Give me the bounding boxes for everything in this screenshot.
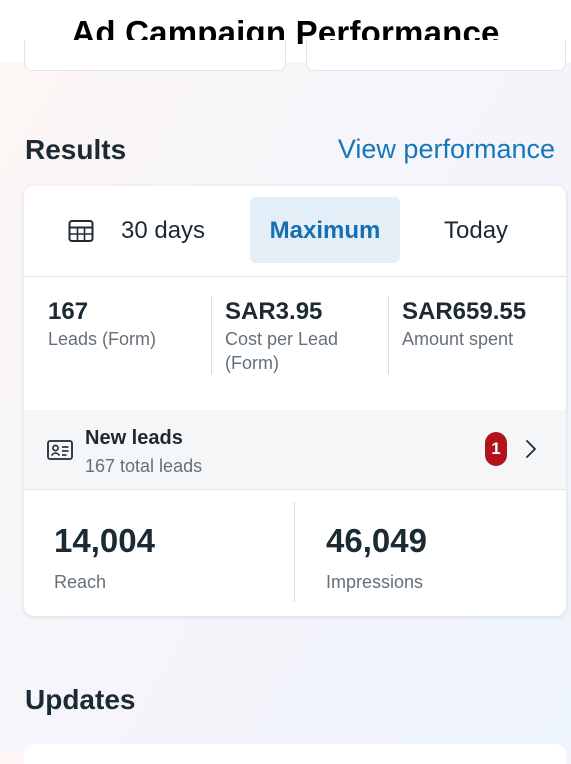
updates-heading: Updates (25, 684, 136, 715)
cost-per-lead-label: Cost per Lead (Form) (225, 329, 339, 373)
reach-value: 14,004 (54, 522, 155, 559)
tab-today[interactable]: Today (444, 217, 509, 244)
metric-divider (388, 296, 389, 374)
amount-spent-label: Amount spent (402, 329, 514, 349)
amount-spent-value: SAR659.55 (402, 298, 527, 325)
tab-30-days[interactable]: 30 days (121, 217, 206, 244)
tab-maximum-label: Maximum (269, 217, 381, 244)
notification-badge: 1 (485, 432, 507, 466)
results-heading: Results (25, 134, 127, 165)
calendar-icon[interactable] (68, 219, 94, 243)
view-performance-link[interactable]: View performance (337, 134, 555, 164)
metric-divider (211, 296, 212, 374)
cost-per-lead-value: SAR3.95 (225, 298, 323, 325)
summary-divider (294, 502, 295, 602)
contact-card-icon (47, 440, 73, 460)
previous-card (24, 40, 286, 71)
leads-form-label: Leads (Form) (48, 329, 157, 349)
date-range-tabs: 30 days Maximum Today (24, 186, 566, 277)
previous-card (306, 40, 566, 71)
tab-maximum[interactable]: Maximum (250, 197, 400, 263)
new-leads-title: New leads (85, 427, 183, 449)
impressions-value: 46,049 (326, 522, 427, 559)
updates-card (24, 744, 566, 764)
new-leads-row[interactable]: New leads 167 total leads 1 (24, 410, 566, 490)
leads-form-value: 167 (48, 298, 89, 325)
new-leads-subtitle: 167 total leads (85, 456, 203, 476)
results-card: 30 days Maximum Today 167 Leads (Form) S… (24, 186, 566, 616)
impressions-label: Impressions (326, 572, 424, 592)
reach-label: Reach (54, 572, 107, 592)
chevron-right-icon[interactable] (524, 437, 538, 461)
